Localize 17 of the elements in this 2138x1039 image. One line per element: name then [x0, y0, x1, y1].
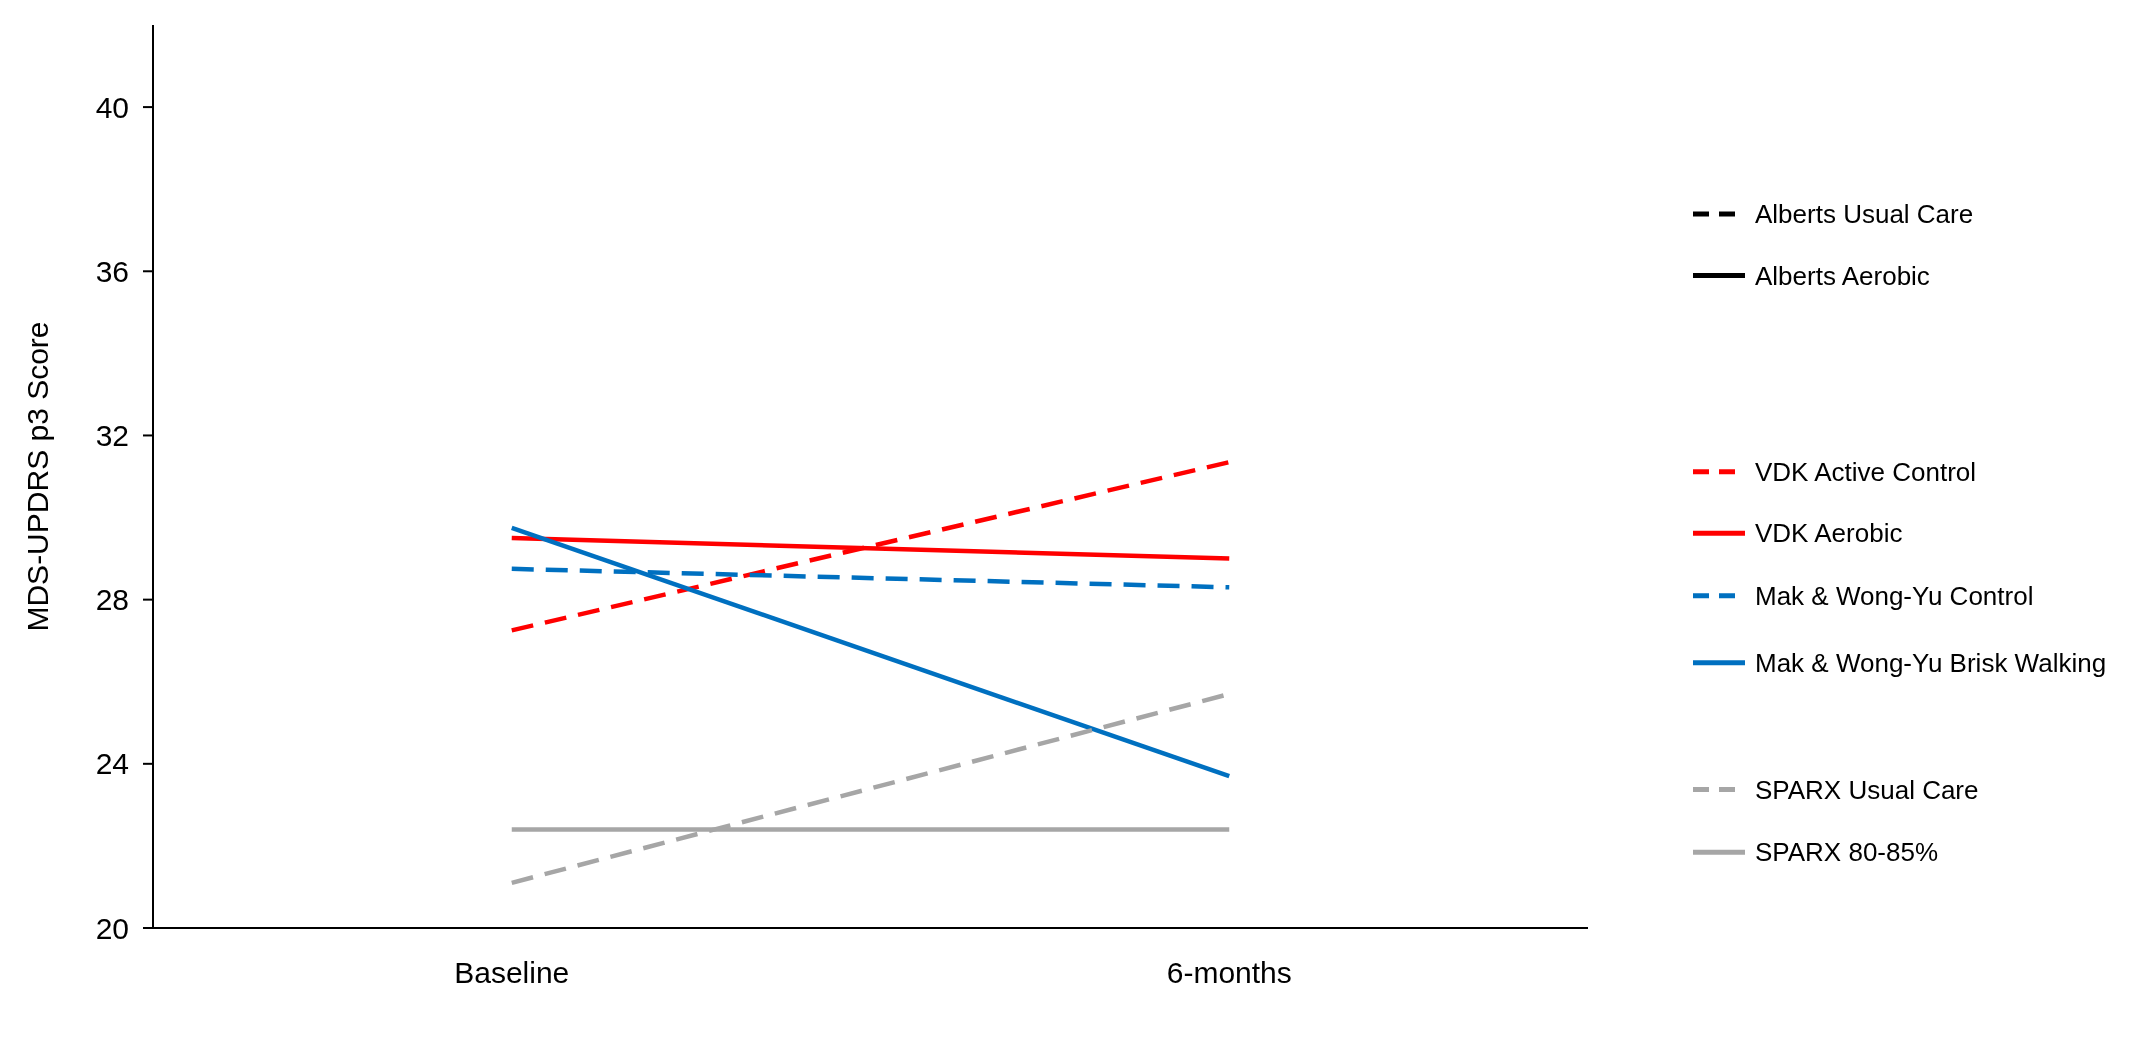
- legend-label: VDK Active Control: [1755, 456, 1977, 487]
- legend-label: VDK Aerobic: [1755, 518, 1903, 549]
- legend-label: SPARX 80-85%: [1755, 837, 1939, 868]
- y-tick-label: 40: [95, 90, 129, 124]
- y-axis-title: MDS-UPDRS p3 Score: [21, 321, 54, 632]
- y-tick-label: 28: [95, 583, 129, 617]
- x-tick-label: Baseline: [454, 956, 570, 989]
- y-tick-label: 24: [95, 747, 129, 781]
- legend-label: SPARX Usual Care: [1755, 774, 1979, 805]
- legend-label: Mak & Wong-Yu Control: [1755, 580, 2034, 611]
- x-tick-label: 6-months: [1166, 956, 1292, 989]
- legend-label: Alberts Aerobic: [1755, 260, 1930, 291]
- y-tick-label: 36: [95, 254, 129, 288]
- legend-label: Mak & Wong-Yu Brisk Walking: [1755, 647, 2107, 678]
- y-tick-label: 32: [95, 418, 129, 452]
- legend-label: Alberts Usual Care: [1755, 199, 1974, 230]
- y-tick-label: 20: [95, 911, 129, 945]
